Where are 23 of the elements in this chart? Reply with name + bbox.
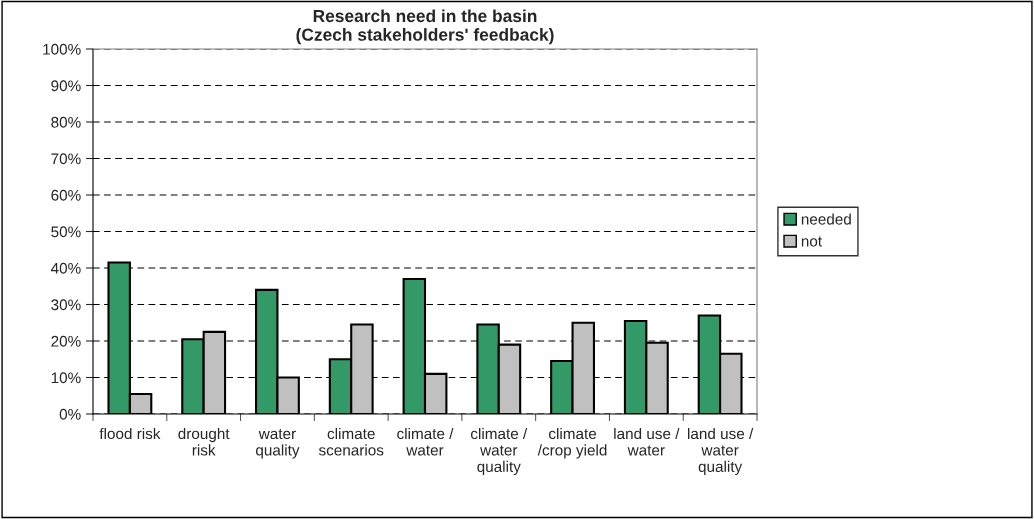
y-tick-label: 20%: [51, 335, 81, 347]
y-tick-label: 60%: [51, 189, 81, 201]
y-tick-label: 80%: [51, 116, 81, 128]
y-tick-label: 90%: [51, 80, 81, 92]
y-tick-label: 100%: [43, 43, 81, 55]
y-tick-label: 0%: [59, 408, 81, 420]
y-tick-label: 40%: [50, 262, 81, 274]
y-tick-label: 70%: [51, 153, 81, 165]
y-tick-label: 30%: [51, 299, 81, 311]
x-tick-label: climate /crop yield: [537, 427, 607, 459]
y-tick-label: 10%: [51, 372, 81, 384]
x-tick-label: water quality: [256, 429, 300, 459]
x-tick-label: land use / water: [614, 427, 680, 456]
x-tick-label: climate / water quality: [470, 427, 528, 476]
x-tick-label: land use / water quality: [688, 427, 754, 476]
legend-label: needed: [801, 213, 851, 225]
x-tick-label: flood risk: [99, 427, 161, 440]
x-tick-label: climate scenarios: [318, 427, 384, 456]
y-tick-label: 50%: [51, 226, 81, 238]
x-tick-label: drought risk: [178, 427, 230, 456]
chart-title: Research need in the basin (Czech stakeholders' feedback): [296, 9, 554, 45]
x-tick-label: climate / water: [397, 427, 454, 456]
legend-label: not: [801, 236, 822, 247]
